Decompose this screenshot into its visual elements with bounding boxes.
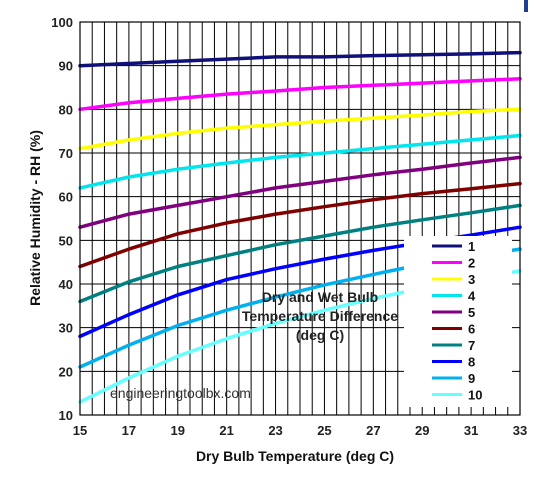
- legend-label-4: 4: [468, 289, 476, 304]
- y-tick-label: 40: [59, 277, 73, 292]
- legend-label-2: 2: [468, 256, 475, 271]
- annotation: Dry and Wet Bulb Temperature Difference (d…: [242, 289, 398, 343]
- legend: 1 23 45 67 89 10: [404, 236, 512, 407]
- x-tick-label: 19: [171, 423, 185, 438]
- y-tick-labels: 10 20 30 40 50 60 70 80 90 100: [51, 15, 73, 423]
- x-tick-label: 25: [317, 423, 331, 438]
- legend-label-3: 3: [468, 272, 475, 287]
- series-line-6: [78, 181, 522, 269]
- y-tick-label: 100: [51, 15, 73, 30]
- series-line-5: [78, 155, 522, 229]
- y-tick-label: 90: [59, 59, 73, 74]
- x-tick-label: 29: [415, 423, 429, 438]
- x-tick-label: 15: [73, 423, 87, 438]
- x-tick-label: 27: [366, 423, 380, 438]
- y-tick-label: 20: [59, 364, 73, 379]
- legend-label-6: 6: [468, 322, 475, 337]
- series-line-7: [78, 203, 522, 304]
- legend-label-10: 10: [468, 388, 482, 403]
- annotation-line: Temperature Difference: [242, 308, 398, 324]
- series-layer: [78, 50, 522, 404]
- series-line-3: [78, 107, 522, 151]
- annotation-line: (deg C): [296, 327, 344, 343]
- legend-label-1: 1: [468, 239, 475, 254]
- annotation-line: Dry and Wet Bulb: [262, 289, 378, 305]
- y-tick-label: 70: [59, 146, 73, 161]
- y-tick-label: 60: [59, 190, 73, 205]
- y-axis-title: Relative Humidity - RH (%): [27, 130, 43, 306]
- legend-label-5: 5: [468, 305, 475, 320]
- series-line-1: [78, 50, 522, 68]
- legend-label-9: 9: [468, 371, 475, 386]
- x-axis-title: Dry Bulb Temperature (deg C): [196, 448, 394, 464]
- y-tick-label: 10: [59, 408, 73, 423]
- y-tick-label: 80: [59, 102, 73, 117]
- watermark: engineeringtoolbx.com: [110, 385, 251, 401]
- y-tick-label: 50: [59, 233, 73, 248]
- legend-label-8: 8: [468, 355, 475, 370]
- x-tick-label: 33: [513, 423, 527, 438]
- x-tick-label: 17: [122, 423, 136, 438]
- series-line-2: [78, 77, 522, 112]
- x-tick-label: 31: [464, 423, 478, 438]
- x-tick-label: 23: [268, 423, 282, 438]
- series-line-4: [78, 133, 522, 190]
- x-tick-labels: 15 17 19 21 23 25 27 29 31 33: [73, 423, 527, 438]
- x-tick-label: 21: [219, 423, 233, 438]
- y-tick-label: 30: [59, 321, 73, 336]
- legend-label-7: 7: [468, 338, 475, 353]
